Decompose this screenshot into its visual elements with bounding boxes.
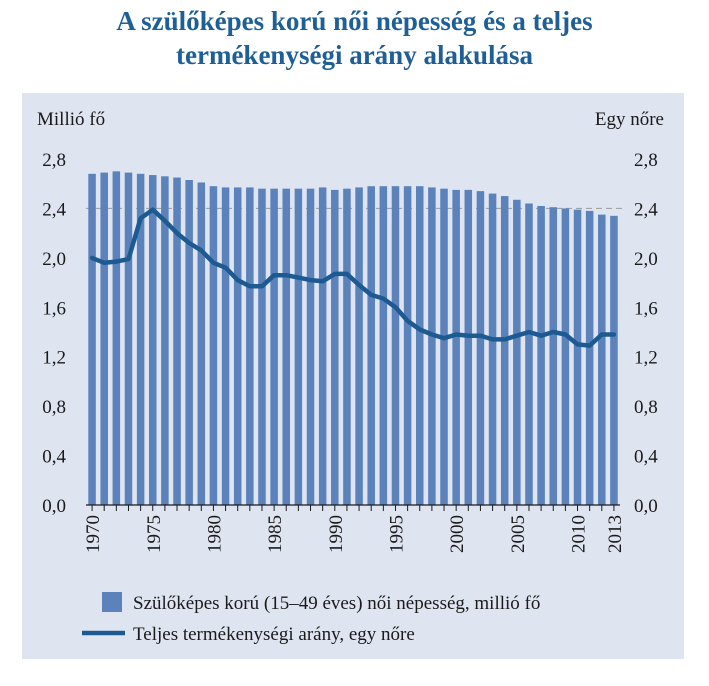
bar (464, 189, 473, 505)
x-tick-label: 1970 (83, 515, 104, 553)
bar (367, 186, 375, 505)
legend: Szülőképes korú (15–49 éves) női népessé… (82, 592, 540, 645)
bar (379, 186, 388, 505)
bar (161, 176, 169, 506)
x-tick-label: 1995 (386, 515, 407, 553)
bar (403, 186, 412, 505)
x-tick-label: 1985 (265, 515, 286, 553)
x-tick-label: 2000 (447, 515, 468, 553)
left-axis-label: Millió fő (37, 109, 105, 130)
series-line (89, 207, 617, 348)
bar (343, 188, 351, 505)
bar (185, 180, 193, 505)
y-tick-label-left: 0,4 (42, 447, 66, 468)
bar (585, 210, 594, 505)
bar (306, 188, 315, 505)
y-tick-label-left: 2,0 (42, 249, 66, 270)
bar (561, 208, 570, 505)
bar (476, 191, 485, 505)
x-tick-label: 2010 (569, 515, 590, 553)
bar (100, 172, 108, 505)
y-tick-label-right: 2,4 (634, 199, 658, 220)
legend-bar-swatch (102, 592, 122, 612)
bar (610, 215, 618, 505)
right-axis-label: Egy nőre (595, 109, 664, 130)
bar (148, 175, 157, 506)
x-tick-label: 1990 (326, 515, 347, 553)
y-tick-label-right: 2,8 (634, 150, 658, 171)
y-tick-label-left: 2,4 (42, 199, 66, 220)
y-tick-label-left: 0,0 (42, 496, 66, 517)
bar (197, 182, 206, 505)
bar (355, 187, 363, 505)
y-tick-label-right: 0,8 (634, 397, 658, 418)
y-tick-label-left: 1,6 (42, 298, 66, 319)
bar (428, 187, 436, 505)
x-tick-label: 2013 (605, 515, 626, 553)
bar (233, 187, 242, 505)
bar (112, 171, 121, 505)
y-tick-label-right: 1,6 (634, 298, 658, 319)
y-tick-label-right: 2,0 (634, 249, 658, 270)
bar (331, 189, 339, 505)
bar (221, 187, 230, 505)
chart-title-line-2: termékenységi arány alakulása (176, 40, 533, 70)
y-tick-label-right: 1,2 (634, 348, 658, 369)
bar (549, 207, 558, 505)
bar (209, 186, 218, 505)
bar (173, 177, 181, 505)
chart-panel: Millió fő Egy nőre 0,0 0,0 0,4 0,4 0,8 0,8 1,2… (22, 93, 684, 659)
y-tick-label-right: 0,0 (634, 496, 658, 517)
x-tick-label: 2005 (508, 515, 529, 553)
bar (136, 173, 145, 505)
bar (598, 214, 606, 505)
bar (318, 187, 327, 505)
x-tick-label: 1975 (144, 515, 165, 553)
bar (391, 186, 400, 505)
y-tick-label-left: 1,2 (42, 348, 66, 369)
bar (88, 173, 96, 505)
bar (270, 188, 278, 505)
bar (282, 188, 291, 505)
chart-title: A szülőképes korú női népesség és a telj… (0, 4, 709, 72)
y-tick-label-left: 2,8 (42, 150, 66, 171)
bar (294, 188, 303, 505)
bar (440, 188, 448, 505)
bar (500, 196, 509, 506)
chart-svg: Millió fő Egy nőre 0,0 0,0 0,4 0,4 0,8 0,8 1,2… (37, 109, 664, 645)
bar (525, 203, 533, 505)
legend-bar-label: Szülőképes korú (15–49 éves) női népessé… (133, 593, 540, 614)
plot-area: 0,0 0,0 0,4 0,4 0,8 0,8 1,2 1,2 1,6 1,6 2,0 2,0 2,4 2… (42, 150, 658, 553)
bar (452, 189, 460, 505)
bar (573, 209, 582, 505)
bar (258, 188, 266, 505)
bar (246, 187, 254, 505)
x-tick-label: 1980 (204, 515, 225, 553)
y-tick-label-right: 0,4 (634, 447, 658, 468)
legend-line-label: Teljes termékenységi arány, egy nőre (133, 624, 415, 645)
y-tick-label-left: 0,8 (42, 397, 66, 418)
chart-title-line-1: A szülőképes korú női népesség és a telj… (116, 6, 593, 36)
bar (488, 193, 497, 505)
bar (537, 205, 545, 505)
bar (124, 172, 133, 505)
bar (415, 186, 424, 505)
bar (513, 199, 521, 505)
